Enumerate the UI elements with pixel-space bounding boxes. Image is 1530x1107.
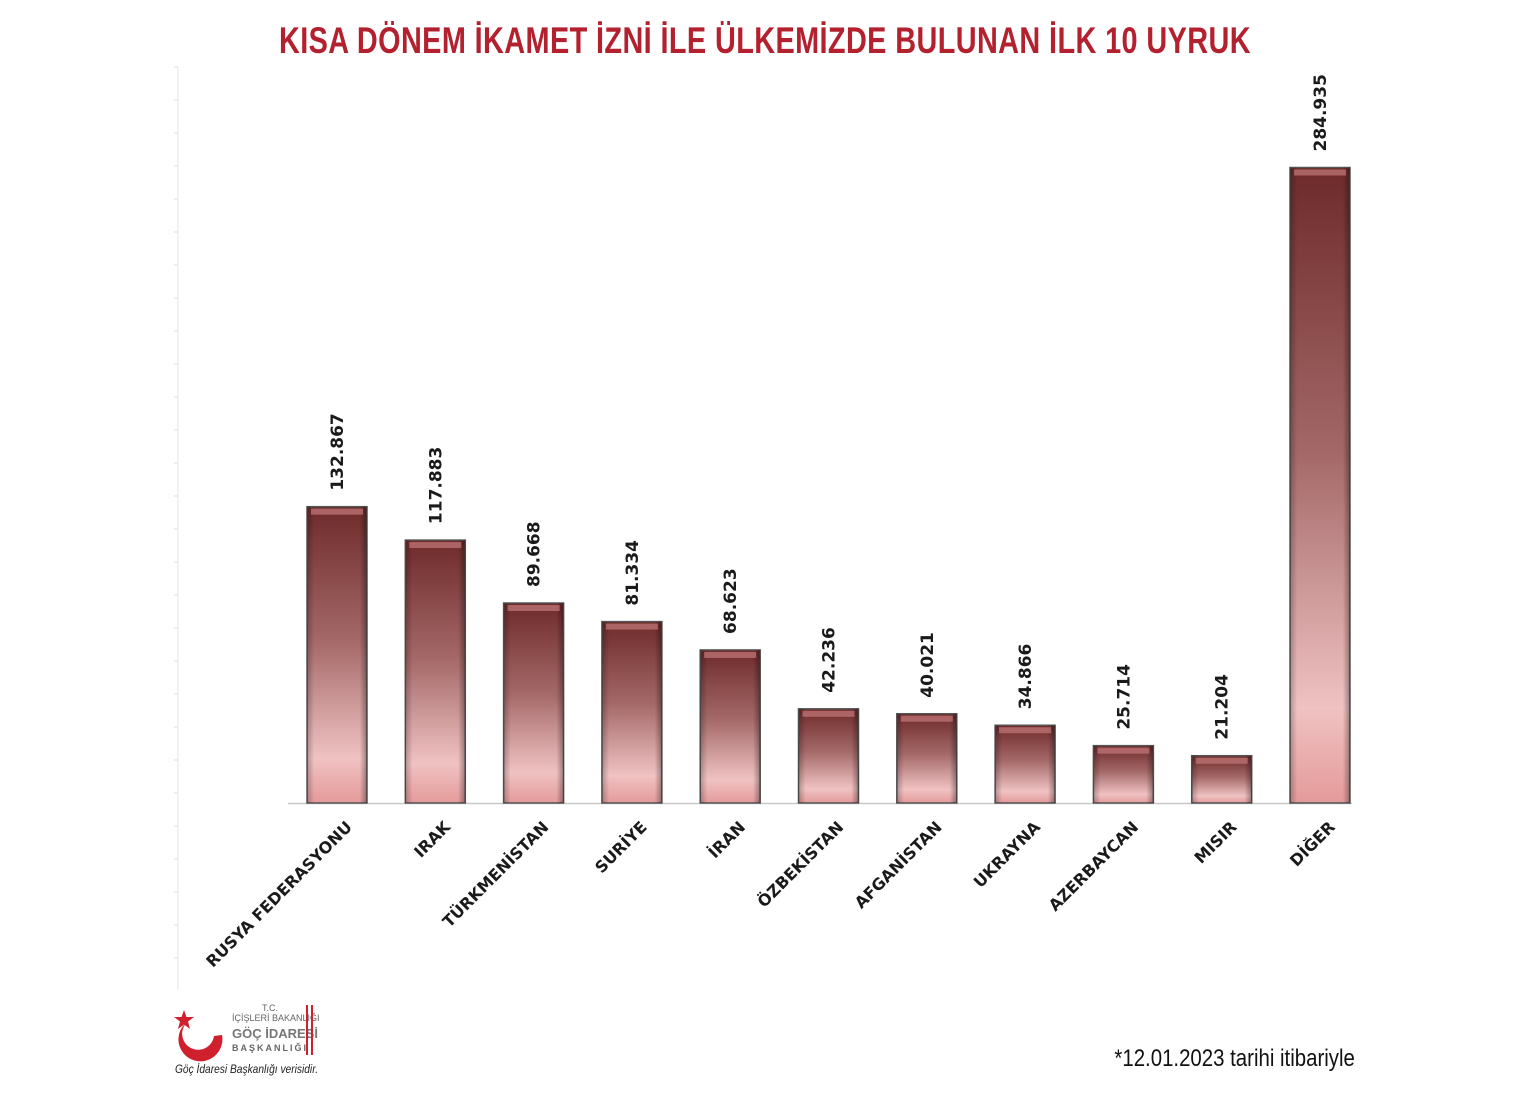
logo-bar [306, 1005, 308, 1055]
bar-shade [405, 540, 466, 803]
goc-idaresi-logo: T.C. İÇİŞLERİ BAKANLIĞI GÖÇ İDARESİ BAŞK… [170, 1000, 340, 1080]
data-label: 68.623 [721, 568, 741, 634]
bar-bevel [1097, 747, 1150, 754]
bar-shade [700, 649, 761, 803]
footnote: *12.01.2023 tarihi itibariyle [1114, 1045, 1355, 1072]
bar-bevel [507, 605, 560, 612]
data-label: 40.021 [918, 632, 938, 698]
bar-shade [307, 506, 367, 803]
chart-title: KISA DÖNEM İKAMET İZNİ İLE ÜLKEMİZDE BUL… [279, 20, 1251, 61]
data-label: 284.935 [1311, 74, 1331, 151]
y-axis [174, 66, 179, 990]
bar-shade [995, 725, 1056, 803]
data-label: 89.668 [525, 521, 545, 587]
bar-shade [896, 713, 957, 803]
logo-bar [311, 1005, 313, 1055]
bar-shade [798, 708, 859, 803]
category-label: AZERBAYCAN [1045, 817, 1142, 914]
data-label: 21.204 [1213, 674, 1233, 740]
category-label: İRAN [704, 817, 749, 862]
data-label: 81.334 [623, 540, 643, 606]
category-label: MISIR [1191, 817, 1241, 867]
bar-shade [1093, 745, 1154, 803]
bar-bevel [311, 508, 363, 515]
data-label: 34.866 [1016, 644, 1036, 710]
category-label: IRAK [410, 817, 454, 861]
category-label: TÜRKMENİSTAN [439, 817, 553, 931]
category-label: AFGANİSTAN [851, 817, 946, 912]
data-label: 132.867 [328, 413, 348, 490]
source-note: Göç İdaresi Başkanlığı verisidir. [175, 1062, 319, 1076]
bar-bevel [1294, 169, 1346, 176]
category-label: UKRAYNA [970, 817, 1045, 892]
bar-chart: 132.867 RUSYA FEDERASYONU 117.883 IRAK 89.66… [174, 66, 1352, 990]
bar-bevel [1195, 757, 1248, 764]
data-label: 42.236 [820, 627, 840, 693]
bar-bevel [802, 710, 855, 717]
bar-shade [1290, 167, 1350, 803]
data-label: 117.883 [426, 447, 446, 524]
data-label: 25.714 [1114, 664, 1134, 730]
category-label: ÖZBEKİSTAN [754, 817, 848, 911]
category-label: DİĞER [1286, 817, 1339, 870]
bar-bevel [605, 623, 658, 630]
bar-bevel [999, 727, 1052, 734]
category-label: RUSYA FEDERASYONU [202, 817, 356, 971]
category-label: SURİYE [591, 817, 651, 877]
bar-bevel [409, 542, 462, 549]
crescent-star-icon [174, 1010, 223, 1062]
bar-bevel [900, 715, 953, 722]
bar-shade [601, 621, 662, 803]
bar-shade [503, 603, 564, 803]
bar-bevel [704, 651, 757, 658]
